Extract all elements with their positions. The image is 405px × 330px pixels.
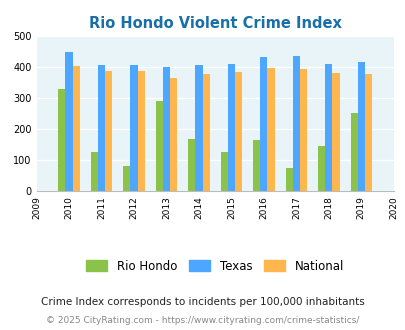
Bar (98, 65, 105, 191)
Bar (318, 146, 324, 191)
Legend: Rio Hondo, Texas, National: Rio Hondo, Texas, National (82, 256, 347, 276)
Bar (170, 78, 177, 191)
Bar (91, 152, 98, 191)
Bar (123, 166, 130, 191)
Bar (105, 71, 112, 191)
Bar (285, 168, 292, 191)
Bar (220, 152, 227, 191)
Bar (234, 72, 241, 191)
Bar (253, 140, 260, 191)
Bar (292, 56, 299, 191)
Bar (195, 65, 202, 191)
Bar (332, 73, 339, 191)
Bar (58, 89, 65, 191)
Bar (324, 64, 332, 191)
Bar (65, 52, 72, 191)
Text: © 2025 CityRating.com - https://www.cityrating.com/crime-statistics/: © 2025 CityRating.com - https://www.city… (46, 316, 359, 325)
Bar (364, 74, 371, 191)
Bar (130, 65, 137, 191)
Bar (156, 101, 162, 191)
Bar (357, 62, 364, 191)
Bar (299, 69, 306, 191)
Bar (350, 113, 357, 191)
Title: Rio Hondo Violent Crime Index: Rio Hondo Violent Crime Index (89, 16, 341, 31)
Bar (188, 139, 195, 191)
Bar (137, 71, 144, 191)
Text: Crime Index corresponds to incidents per 100,000 inhabitants: Crime Index corresponds to incidents per… (41, 297, 364, 307)
Bar (162, 67, 170, 191)
Bar (202, 75, 209, 191)
Bar (72, 66, 79, 191)
Bar (267, 68, 274, 191)
Bar (227, 64, 234, 191)
Bar (260, 57, 267, 191)
